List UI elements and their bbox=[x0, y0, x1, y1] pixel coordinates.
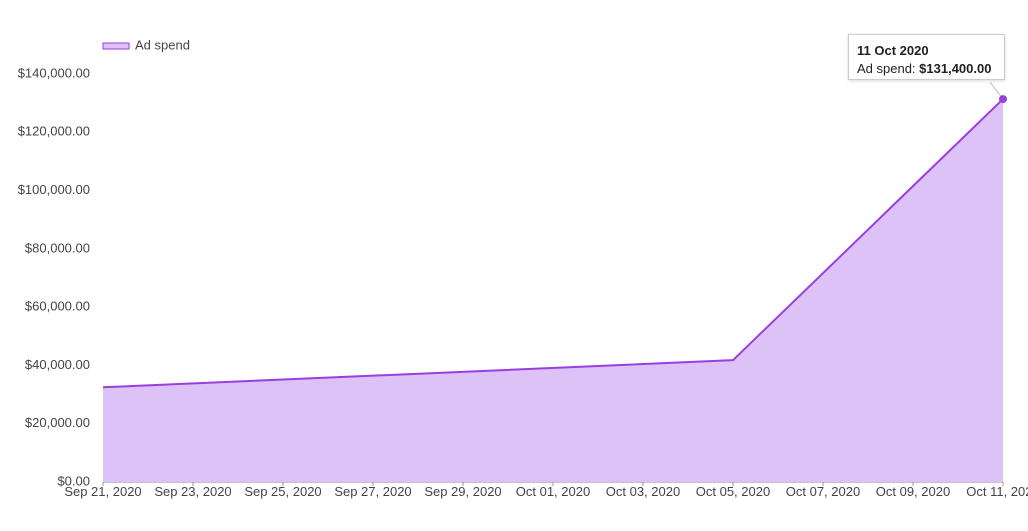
tooltip-text: Ad spend: bbox=[857, 61, 916, 76]
y-tick-label: $100,000.00 bbox=[18, 182, 90, 197]
x-tick-label: Sep 23, 2020 bbox=[154, 484, 232, 499]
y-tick-label: $40,000.00 bbox=[25, 357, 90, 372]
y-tick-label: $0.00 bbox=[57, 473, 90, 488]
x-tick-label: Sep 21, 2020 bbox=[64, 484, 142, 499]
legend-swatch bbox=[102, 42, 130, 50]
x-tick-label: Sep 27, 2020 bbox=[334, 484, 412, 499]
point bbox=[999, 95, 1007, 104]
y-tick-label: $80,000.00 bbox=[25, 240, 90, 255]
area bbox=[103, 99, 1003, 482]
x-tick-label: Oct 09, 2020 bbox=[875, 484, 951, 499]
x-tick-label: Oct 07, 2020 bbox=[785, 484, 861, 499]
y-tick-label: $120,000.00 bbox=[18, 124, 90, 139]
tooltip-title: 11 Oct 2020 bbox=[857, 43, 929, 58]
x-tick-label: Sep 29, 2020 bbox=[424, 484, 502, 499]
y-tick-label: $60,000.00 bbox=[25, 299, 90, 314]
x-tick-label: Oct 05, 2020 bbox=[695, 484, 771, 499]
legend-label: Ad spend bbox=[135, 37, 190, 52]
tooltip: 11 Oct 2020 Ad spend: $131,400.00 bbox=[848, 34, 1005, 80]
x-tick-label: Oct 03, 2020 bbox=[605, 484, 681, 499]
x-tick-label: Oct 01, 2020 bbox=[515, 484, 591, 499]
x-tick-label: Sep 25, 2020 bbox=[244, 484, 322, 499]
tooltip-value: $131,400.00 bbox=[919, 61, 992, 76]
x-tick-label: Oct 11, 2020 bbox=[966, 484, 1028, 499]
y-tick-label: $20,000.00 bbox=[25, 415, 90, 430]
line bbox=[102, 98, 1004, 389]
y-tick-label: $140,000.00 bbox=[18, 65, 90, 80]
